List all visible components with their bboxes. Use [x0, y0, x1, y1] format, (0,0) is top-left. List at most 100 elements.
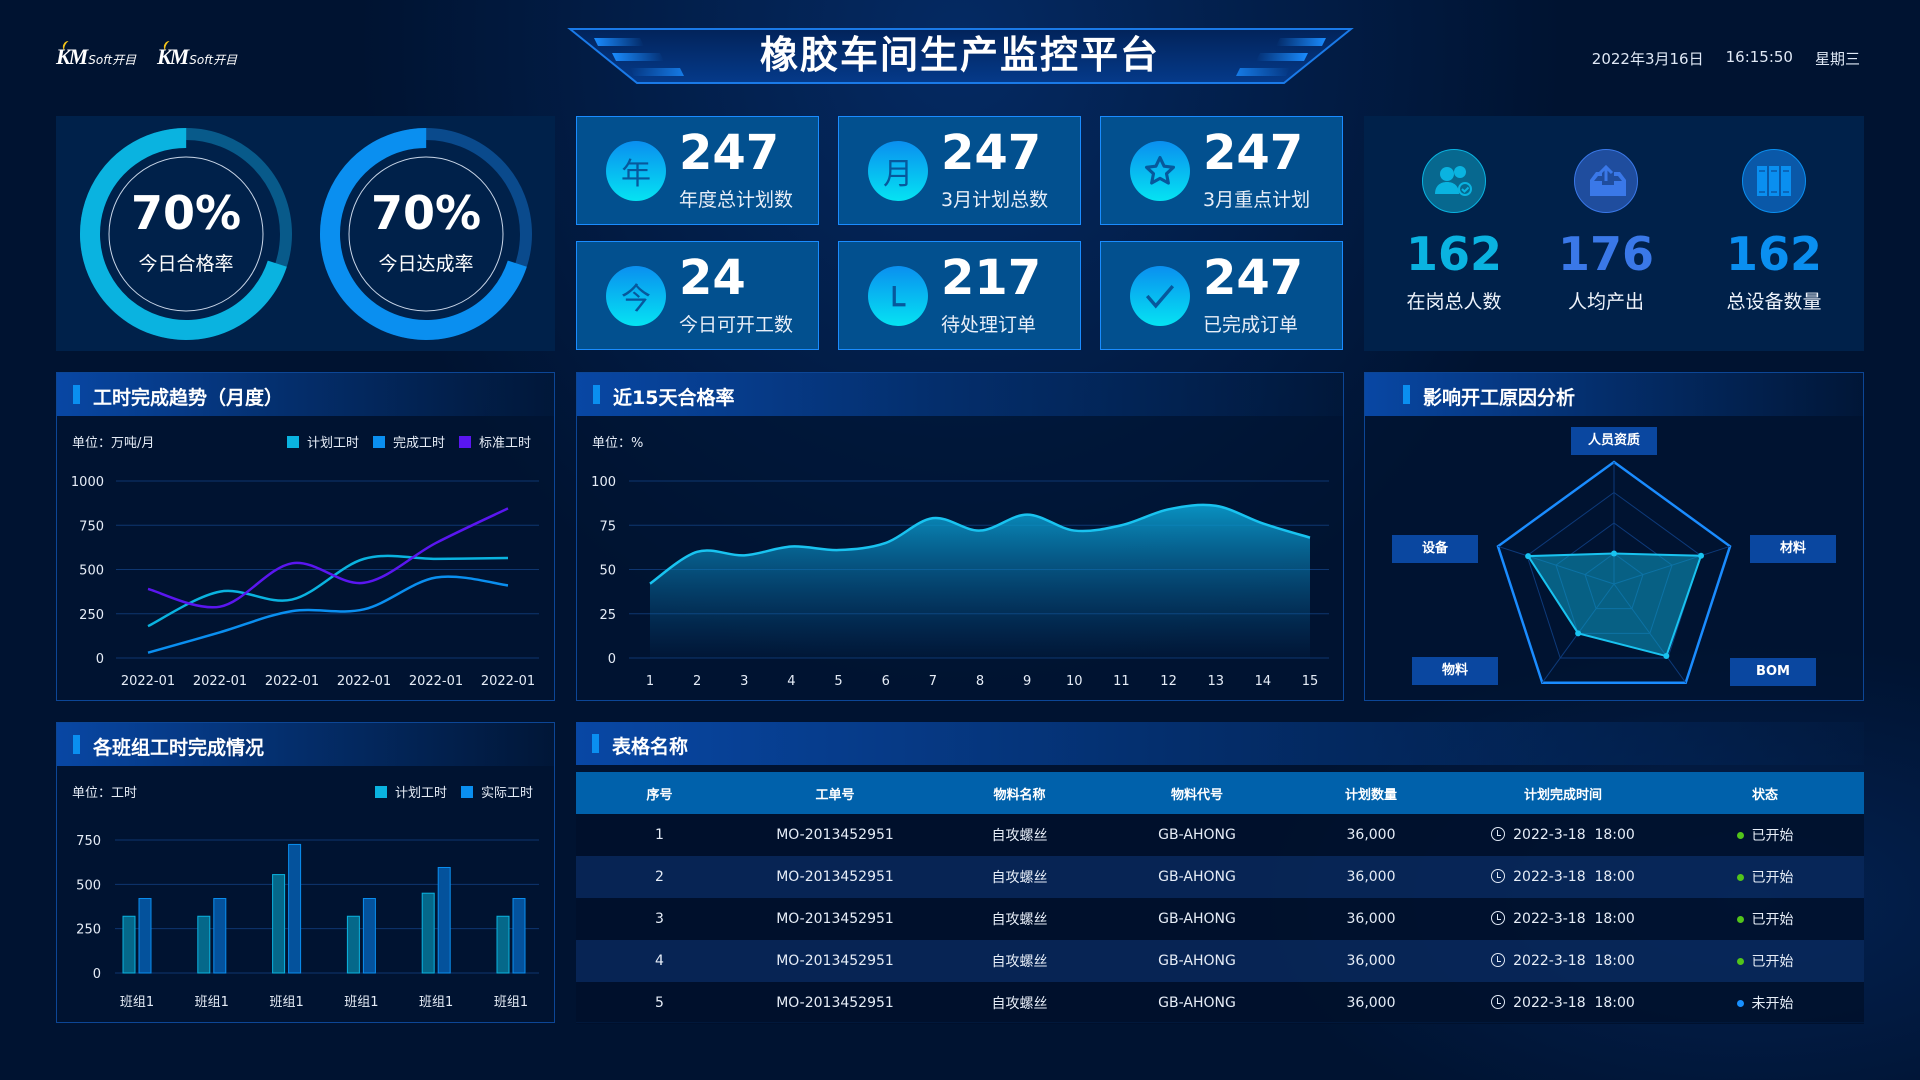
server-rack-icon [1742, 149, 1806, 213]
gauge-achievement-rate: 70% 今日达成率 [336, 187, 516, 276]
stat-label: 待处理订单 [941, 314, 1037, 336]
summary-value: 162 [1725, 227, 1823, 281]
stat-card-annual-plan[interactable]: 年 247 年度总计划数 [576, 116, 819, 225]
stat-label: 年度总计划数 [679, 189, 794, 211]
status-dot [1736, 874, 1744, 881]
table-cell-material: 自攻螺丝 [927, 814, 1112, 856]
table-cell-no: 3 [576, 898, 743, 940]
users-icon [1422, 149, 1486, 213]
column-header[interactable]: 工单号 [743, 772, 927, 814]
trend-unit-label: 单位：万吨/月 [72, 436, 155, 451]
clock-icon [1491, 827, 1506, 841]
clock-icon [1491, 911, 1506, 925]
panel-header: 各班组工时完成情况 [57, 723, 554, 766]
cell-text: MO-2013452951 [776, 911, 894, 927]
header-accent [593, 385, 600, 404]
gauge-value: 70% [130, 186, 242, 240]
column-header[interactable]: 物料名称 [927, 772, 1112, 814]
cell-text: 2022-3-18 18:00 [1513, 995, 1635, 1011]
column-header[interactable]: 计划数量 [1282, 772, 1460, 814]
table-header-row: 序号 工单号 物料名称 物料代号 计划数量 计划完成时间 状态 [576, 772, 1864, 814]
radar-axis-label: 人员资质 [1571, 427, 1657, 455]
legend-swatch [287, 436, 299, 448]
table-cell-material: 自攻螺丝 [927, 982, 1112, 1024]
status-badge: 未开始 [1751, 996, 1794, 1012]
table-panel: 表格名称 [576, 722, 1864, 1023]
legend-swatch [375, 786, 387, 798]
column-header[interactable]: 物料代号 [1112, 772, 1282, 814]
teams-panel: 各班组工时完成情况 [56, 722, 555, 1023]
summary-value: 162 [1405, 227, 1503, 281]
teams-legend: 计划工时 实际工时 [375, 782, 533, 801]
table-cell-status: 未开始 [1666, 982, 1864, 1024]
legend-item[interactable]: 计划工时 [375, 782, 447, 801]
cell-text: 36,000 [1346, 953, 1396, 969]
stat-card-pending-orders[interactable]: 217 待处理订单 [838, 241, 1081, 350]
legend-item[interactable]: 实际工时 [461, 782, 533, 801]
summary-staff: 162 在岗总人数 [1374, 149, 1534, 314]
cell-text: 2 [655, 869, 664, 885]
column-header[interactable]: 序号 [576, 772, 743, 814]
time-text: 16:15:50 [1725, 48, 1793, 66]
logo-kmsoft: KM Soft开目 [157, 44, 238, 69]
table-row[interactable]: 3 MO-2013452951 自攻螺丝 GB-AHONG 36,000 2022-3-1… [576, 898, 1864, 940]
gauge-inner-ring [348, 156, 504, 312]
column-header[interactable]: 计划完成时间 [1460, 772, 1666, 814]
orders-table: 序号 工单号 物料名称 物料代号 计划数量 计划完成时间 状态 1 MO-2013452951… [576, 772, 1864, 1024]
gauge-label: 今日合格率 [138, 253, 234, 275]
cell-text: MO-2013452951 [776, 827, 894, 843]
column-header[interactable]: 状态 [1666, 772, 1864, 814]
cell-text: 3 [655, 911, 664, 927]
cell-text: 自攻螺丝 [991, 996, 1048, 1012]
legend-item[interactable]: 标准工时 [459, 432, 531, 451]
summary-label: 人均产出 [1567, 291, 1644, 313]
legend-item[interactable]: 计划工时 [287, 432, 359, 451]
stat-card-today-startable[interactable]: 今 24 今日可开工数 [576, 241, 819, 350]
table-row[interactable]: 5 MO-2013452951 自攻螺丝 GB-AHONG 36,000 2022-3-1… [576, 982, 1864, 1024]
table-cell-status: 已开始 [1666, 898, 1864, 940]
status-badge: 已开始 [1751, 828, 1794, 844]
cell-text: 4 [655, 953, 664, 969]
clock-icon [1491, 869, 1506, 883]
stat-card-completed-orders[interactable]: 247 已完成订单 [1100, 241, 1343, 350]
today-icon: 今 [606, 266, 666, 326]
header-accent [1403, 385, 1410, 404]
stat-card-key-plan[interactable]: 247 3月重点计划 [1100, 116, 1343, 225]
datetime: 2022年3月16日 16:15:50 星期三 [1592, 48, 1860, 69]
panel-header: 近15天合格率 [577, 373, 1343, 416]
table-cell-code: GB-AHONG [1112, 856, 1282, 898]
table-cell-no: 5 [576, 982, 743, 1024]
table-row[interactable]: 1 MO-2013452951 自攻螺丝 GB-AHONG 36,000 2022-3-1… [576, 814, 1864, 856]
table-cell-due: 2022-3-18 18:00 [1460, 856, 1666, 898]
panel-title: 工时完成趋势（月度） [93, 387, 284, 409]
legend-item[interactable]: 完成工时 [373, 432, 445, 451]
month-icon: 月 [868, 141, 928, 201]
gauges-svg [80, 128, 532, 340]
table-cell-status: 已开始 [1666, 940, 1864, 982]
table-cell-due: 2022-3-18 18:00 [1460, 982, 1666, 1024]
gauge-label: 今日达成率 [378, 253, 474, 275]
legend-label: 标准工时 [479, 436, 532, 451]
trend-legend: 计划工时 完成工时 标准工时 [287, 432, 531, 451]
cell-text: MO-2013452951 [776, 953, 894, 969]
summary-label: 在岗总人数 [1406, 291, 1502, 313]
stat-card-month-plan[interactable]: 月 247 3月计划总数 [838, 116, 1081, 225]
table-row[interactable]: 4 MO-2013452951 自攻螺丝 GB-AHONG 36,000 2022-3-1… [576, 940, 1864, 982]
panel-header: 影响开工原因分析 [1365, 373, 1863, 416]
radar-axis-label: 设备 [1392, 535, 1478, 563]
panel-title: 表格名称 [612, 736, 689, 758]
page-title: 橡胶车间生产监控平台 [759, 33, 1160, 77]
table-cell-qty: 36,000 [1282, 814, 1460, 856]
legend-label: 完成工时 [393, 436, 446, 451]
pass-rate-panel: 近15天合格率 [576, 372, 1344, 701]
table-cell-no: 1 [576, 814, 743, 856]
table-cell-due: 2022-3-18 18:00 [1460, 814, 1666, 856]
table-cell-order: MO-2013452951 [743, 940, 927, 982]
status-dot [1736, 832, 1744, 839]
weekday-text: 星期三 [1814, 50, 1860, 68]
table-row[interactable]: 2 MO-2013452951 自攻螺丝 GB-AHONG 36,000 2022-3-1… [576, 856, 1864, 898]
cell-text: 2022-3-18 18:00 [1513, 827, 1635, 843]
status-dot [1736, 958, 1744, 965]
cell-text: 36,000 [1346, 911, 1396, 927]
stat-label: 已完成订单 [1203, 314, 1299, 336]
